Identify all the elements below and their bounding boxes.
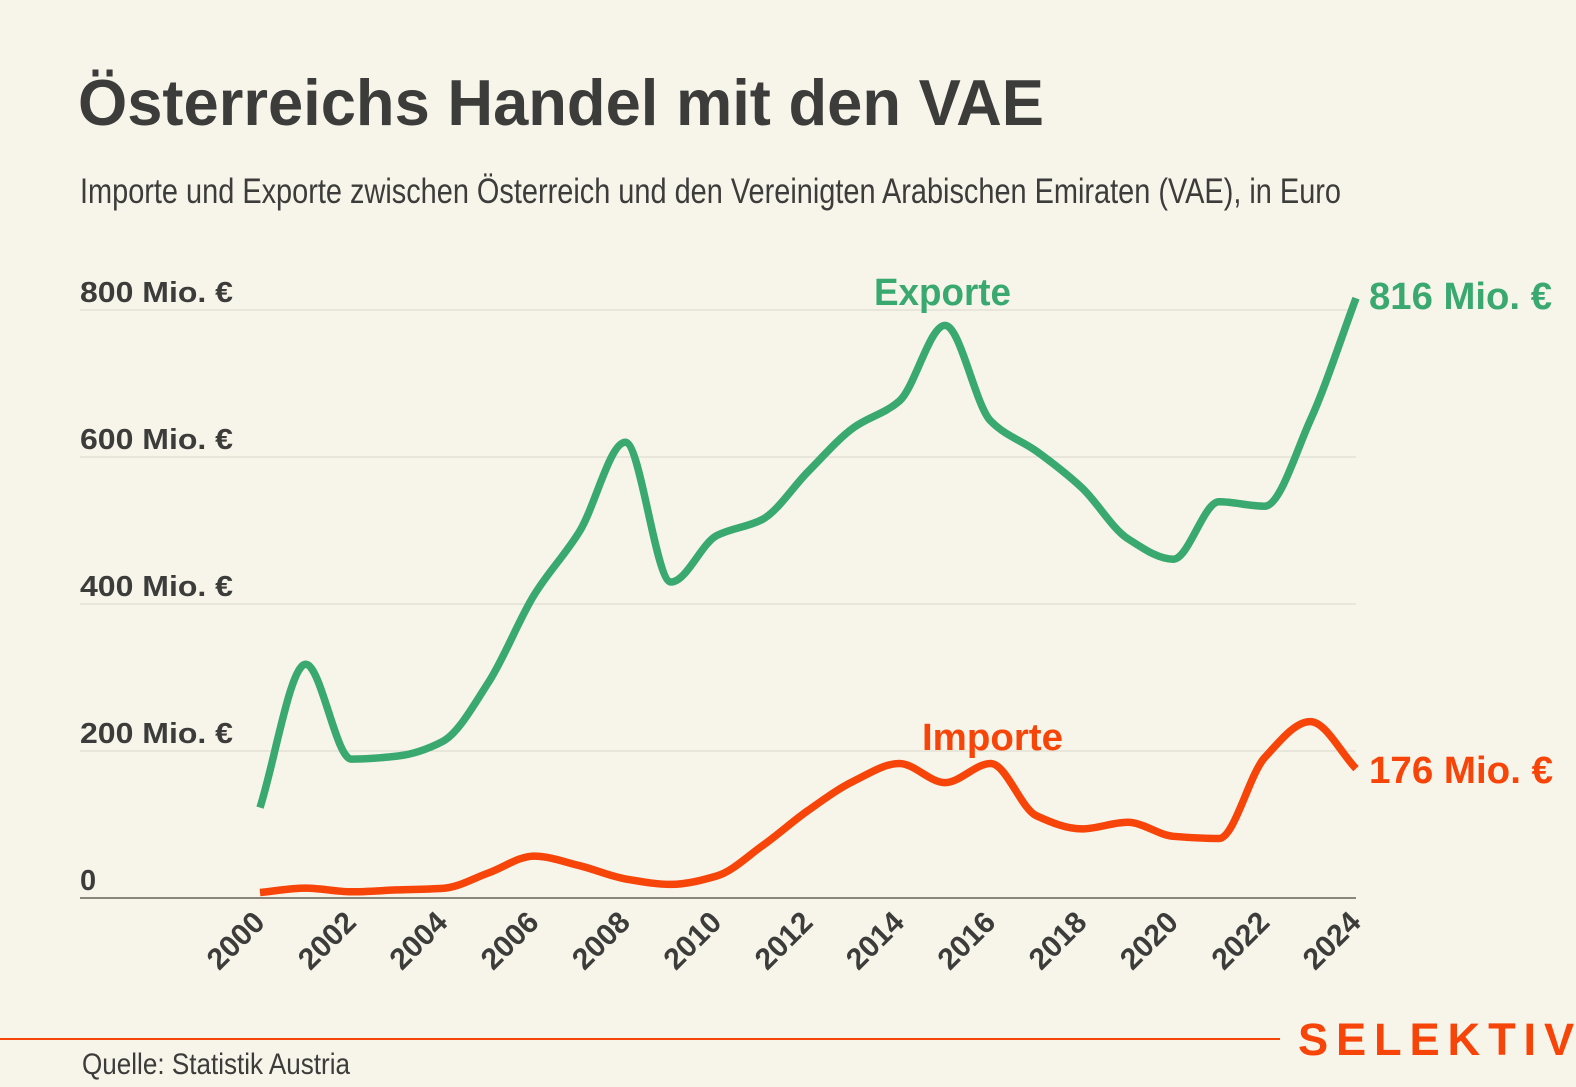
svg-text:200 Mio. €: 200 Mio. € bbox=[80, 718, 233, 750]
svg-text:Quelle: Statistik Austria: Quelle: Statistik Austria bbox=[82, 1048, 350, 1081]
svg-text:Importe und Exporte zwischen Ö: Importe und Exporte zwischen Österreich … bbox=[80, 172, 1341, 211]
svg-text:176 Mio. €: 176 Mio. € bbox=[1369, 750, 1553, 792]
svg-text:0: 0 bbox=[80, 865, 96, 897]
svg-text:816 Mio. €: 816 Mio. € bbox=[1369, 276, 1552, 318]
svg-text:SELEKTIV: SELEKTIV bbox=[1298, 1014, 1576, 1065]
svg-text:600 Mio. €: 600 Mio. € bbox=[80, 424, 233, 456]
svg-text:400 Mio. €: 400 Mio. € bbox=[80, 571, 233, 603]
svg-text:Exporte: Exporte bbox=[874, 272, 1011, 314]
svg-text:Importe: Importe bbox=[922, 717, 1063, 759]
svg-text:800 Mio. €: 800 Mio. € bbox=[80, 277, 233, 309]
svg-text:Österreichs Handel mit den VAE: Österreichs Handel mit den VAE bbox=[78, 66, 1044, 139]
